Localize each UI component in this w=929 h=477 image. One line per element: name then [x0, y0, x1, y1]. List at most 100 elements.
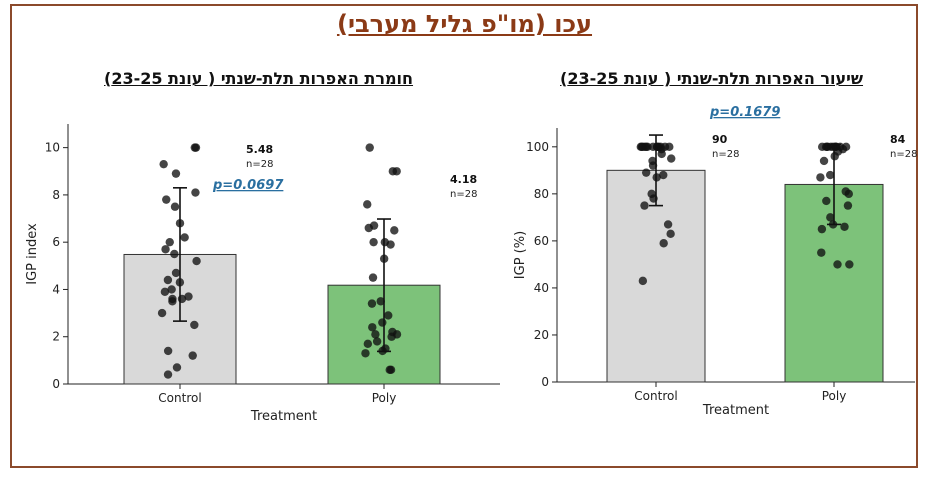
right-chart-title: שיעור האפרות תלת-שנתי ( עונת 23-25) — [560, 69, 864, 88]
y-axis-label: IGP index — [25, 223, 40, 285]
data-point — [367, 299, 377, 308]
data-point — [191, 188, 200, 197]
y-tick-label: 4 — [52, 282, 60, 296]
data-point — [666, 229, 675, 239]
data-point — [657, 144, 666, 154]
data-point — [190, 320, 199, 330]
data-point — [636, 142, 645, 152]
data-point — [659, 170, 668, 180]
data-point — [361, 349, 370, 358]
x-tick-label: Poly — [372, 391, 397, 405]
y-tick-label: 80 — [534, 187, 549, 201]
y-tick-label: 0 — [541, 375, 549, 389]
mean-value-label: 4.18 — [450, 173, 477, 186]
data-point — [165, 237, 174, 247]
y-tick-label: 6 — [52, 235, 60, 249]
data-point — [640, 201, 649, 210]
data-point — [659, 239, 668, 248]
data-point — [641, 168, 651, 177]
data-point — [369, 237, 378, 247]
data-point — [384, 311, 393, 320]
data-point — [826, 213, 835, 222]
slide-title: עכו (מו"פ גליל מערבי) — [336, 10, 593, 38]
data-point — [368, 323, 377, 332]
data-point — [172, 363, 182, 372]
sample-size-label: n=28 — [450, 189, 477, 200]
y-tick-label: 10 — [45, 141, 60, 155]
mean-value-label: 84 — [890, 133, 906, 146]
y-tick-label: 8 — [52, 188, 60, 202]
sample-size-label: n=28 — [890, 149, 917, 160]
data-point — [838, 144, 848, 154]
data-point — [163, 370, 173, 379]
data-point — [191, 143, 201, 152]
data-point — [160, 287, 170, 297]
data-point — [648, 161, 658, 170]
mean-value-label: 5.48 — [246, 143, 273, 156]
data-point — [388, 167, 398, 176]
data-point — [817, 224, 827, 234]
sample-size-label: n=28 — [712, 149, 739, 160]
y-tick-label: 0 — [52, 377, 60, 391]
data-point — [376, 297, 385, 306]
data-point — [170, 249, 179, 259]
mean-value-label: 90 — [712, 133, 728, 146]
data-point — [371, 330, 380, 339]
y-tick-label: 40 — [534, 281, 549, 295]
x-tick-label: Poly — [822, 389, 847, 403]
data-point — [163, 346, 173, 356]
data-point — [665, 142, 674, 152]
sample-size-label: n=28 — [246, 159, 273, 170]
data-point — [386, 365, 396, 375]
data-point — [844, 189, 853, 199]
data-point — [372, 337, 382, 346]
x-axis-label: Treatment — [250, 409, 317, 424]
data-point — [192, 256, 201, 266]
y-tick-label: 2 — [52, 330, 60, 344]
data-point — [167, 285, 176, 294]
data-point — [163, 275, 173, 285]
data-point — [387, 332, 396, 341]
data-point — [170, 202, 180, 211]
y-tick-label: 20 — [534, 328, 549, 342]
left-chart-title: חומרת האפרות תלת-שנתי ( עונת 23-25) — [104, 69, 414, 88]
data-point — [822, 196, 831, 206]
data-point — [363, 200, 372, 209]
data-point — [840, 222, 849, 231]
data-point — [184, 292, 193, 301]
p-value-label: p=0.1679 — [709, 105, 780, 120]
slide-frame — [10, 4, 918, 468]
data-point — [364, 223, 373, 233]
data-point — [365, 143, 374, 152]
data-point — [188, 351, 197, 360]
x-axis-label: Treatment — [702, 403, 769, 418]
y-axis-label: IGP (%) — [513, 231, 528, 279]
data-point — [648, 142, 658, 152]
data-point — [833, 260, 842, 269]
data-point — [816, 173, 825, 182]
data-point — [363, 339, 373, 349]
x-tick-label: Control — [634, 389, 677, 403]
data-point — [368, 273, 378, 282]
data-point — [667, 154, 676, 163]
data-point — [171, 268, 181, 278]
data-point — [663, 220, 673, 229]
data-point — [180, 233, 189, 242]
data-point — [161, 245, 170, 254]
data-point — [843, 201, 853, 210]
data-point — [168, 297, 177, 306]
data-point — [162, 195, 171, 204]
x-tick-label: Control — [158, 391, 201, 405]
data-point — [390, 226, 399, 235]
data-point — [386, 240, 395, 249]
data-point — [159, 159, 168, 169]
data-point — [817, 248, 826, 257]
y-tick-label: 100 — [526, 140, 549, 154]
data-point — [825, 170, 835, 180]
data-point — [157, 308, 167, 318]
data-point — [819, 156, 829, 166]
p-value-label: p=0.0697 — [212, 178, 284, 193]
data-point — [845, 260, 854, 269]
